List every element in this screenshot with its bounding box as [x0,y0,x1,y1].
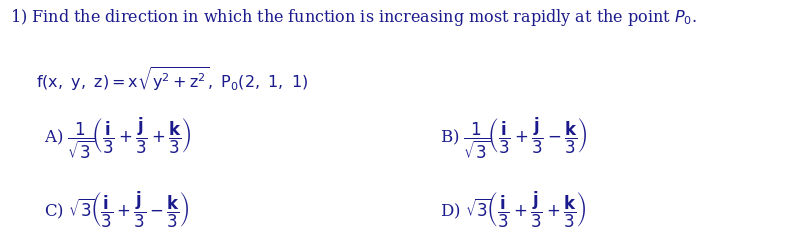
Text: $\mathrm{f(x,\ y,\ z) = x\sqrt{y^2 + z^2},\ P_0(2,\ 1,\ 1)}$: $\mathrm{f(x,\ y,\ z) = x\sqrt{y^2 + z^2… [36,65,309,93]
Text: A) $\dfrac{1}{\sqrt{3}}\!\left(\dfrac{\mathbf{i}}{3}+\dfrac{\mathbf{j}}{3}+\dfra: A) $\dfrac{1}{\sqrt{3}}\!\left(\dfrac{\m… [44,116,191,161]
Text: C) $\sqrt{3}\!\left(\dfrac{\mathbf{i}}{3}+\dfrac{\mathbf{j}}{3}-\dfrac{\mathbf{k: C) $\sqrt{3}\!\left(\dfrac{\mathbf{i}}{3… [44,189,191,230]
Text: B) $\dfrac{1}{\sqrt{3}}\!\left(\dfrac{\mathbf{i}}{3}+\dfrac{\mathbf{j}}{3}-\dfra: B) $\dfrac{1}{\sqrt{3}}\!\left(\dfrac{\m… [440,116,587,161]
Text: D) $\sqrt{3}\!\left(\dfrac{\mathbf{i}}{3}+\dfrac{\mathbf{j}}{3}+\dfrac{\mathbf{k: D) $\sqrt{3}\!\left(\dfrac{\mathbf{i}}{3… [440,189,587,230]
Text: 1) Find the direction in which the function is increasing most rapidly at the po: 1) Find the direction in which the funct… [10,7,696,28]
